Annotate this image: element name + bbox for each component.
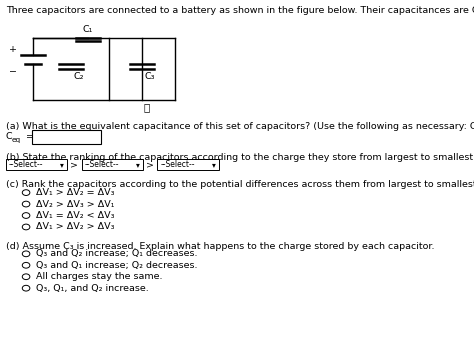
Text: Three capacitors are connected to a battery as shown in the figure below. Their : Three capacitors are connected to a batt… bbox=[6, 6, 474, 15]
Text: ΔV₁ > ΔV₂ > ΔV₃: ΔV₁ > ΔV₂ > ΔV₃ bbox=[36, 222, 114, 232]
Text: All charges stay the same.: All charges stay the same. bbox=[36, 272, 162, 281]
Text: ΔV₁ = ΔV₂ < ΔV₃: ΔV₁ = ΔV₂ < ΔV₃ bbox=[36, 211, 114, 220]
Text: ΔV₁ > ΔV₂ = ΔV₃: ΔV₁ > ΔV₂ = ΔV₃ bbox=[36, 188, 114, 197]
FancyBboxPatch shape bbox=[32, 130, 101, 144]
Text: Q₃ and Q₁ increase; Q₂ decreases.: Q₃ and Q₁ increase; Q₂ decreases. bbox=[36, 261, 197, 270]
Text: >: > bbox=[70, 160, 78, 169]
Text: >: > bbox=[146, 160, 154, 169]
Text: ▾: ▾ bbox=[212, 160, 216, 169]
Text: (c) Rank the capacitors according to the potential differences across them from : (c) Rank the capacitors according to the… bbox=[6, 180, 474, 189]
Text: --Select--: --Select-- bbox=[84, 160, 119, 169]
Text: C₂: C₂ bbox=[73, 72, 84, 81]
Text: ⓘ: ⓘ bbox=[144, 102, 150, 112]
Text: ▾: ▾ bbox=[60, 160, 64, 169]
Text: --Select--: --Select-- bbox=[160, 160, 195, 169]
Text: C₃: C₃ bbox=[145, 72, 155, 81]
Text: --Select--: --Select-- bbox=[9, 160, 43, 169]
FancyBboxPatch shape bbox=[157, 159, 219, 170]
Text: ▾: ▾ bbox=[136, 160, 140, 169]
Text: (a) What is the equivalent capacitance of this set of capacitors? (Use the follo: (a) What is the equivalent capacitance o… bbox=[6, 122, 474, 131]
Text: −: − bbox=[9, 66, 17, 75]
Text: Q₃, Q₁, and Q₂ increase.: Q₃, Q₁, and Q₂ increase. bbox=[36, 284, 148, 293]
Text: ΔV₂ > ΔV₃ > ΔV₁: ΔV₂ > ΔV₃ > ΔV₁ bbox=[36, 199, 114, 209]
Text: C₁: C₁ bbox=[82, 25, 93, 34]
Text: (d) Assume C₃ is increased. Explain what happens to the charge stored by each ca: (d) Assume C₃ is increased. Explain what… bbox=[6, 242, 434, 251]
Text: +: + bbox=[9, 45, 17, 54]
Text: (b) State the ranking of the capacitors according to the charge they store from : (b) State the ranking of the capacitors … bbox=[6, 153, 474, 162]
Text: Q₃ and Q₂ increase; Q₁ decreases.: Q₃ and Q₂ increase; Q₁ decreases. bbox=[36, 249, 197, 258]
Text: C: C bbox=[6, 132, 12, 141]
FancyBboxPatch shape bbox=[82, 159, 143, 170]
Text: eq: eq bbox=[12, 137, 21, 143]
FancyBboxPatch shape bbox=[6, 159, 67, 170]
Text: =: = bbox=[26, 132, 34, 141]
